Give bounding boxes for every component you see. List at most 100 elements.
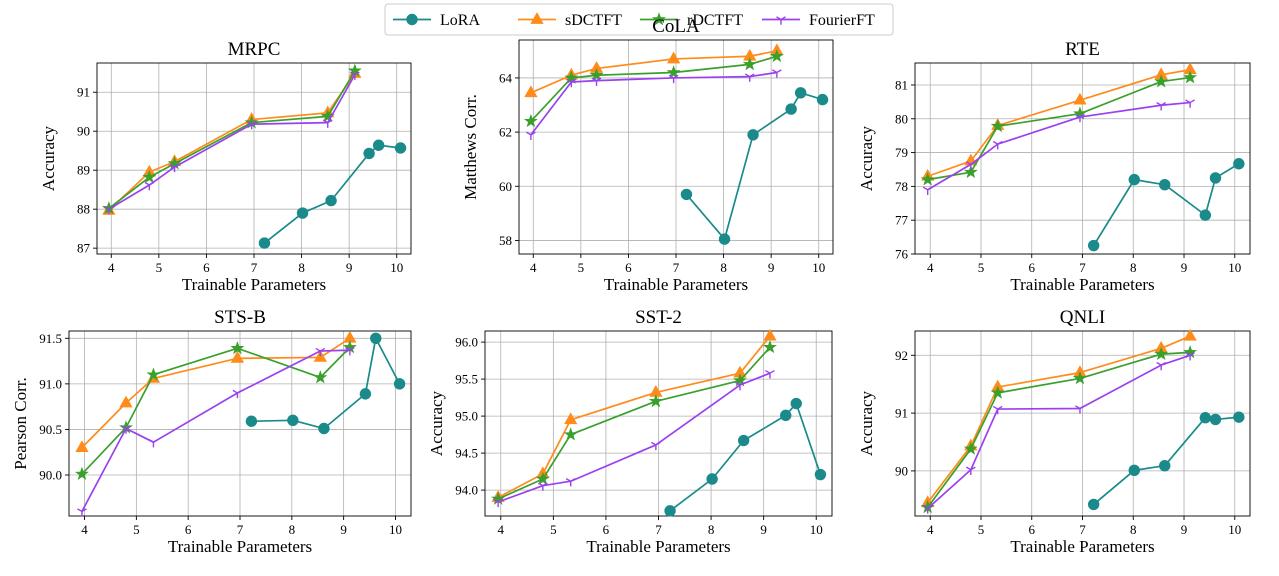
y-tick-label: 90 [895,463,908,478]
data-point-fourierft [992,140,1003,150]
x-tick-label: 6 [185,522,192,537]
data-point-lora [816,93,829,106]
data-point-lora [1209,172,1222,184]
data-point-lora [680,188,693,201]
data-point-fourierft [1156,361,1167,371]
data-point-fourierft [315,347,326,357]
series-line-sdctft [530,50,778,94]
x-tick-label: 5 [578,260,585,275]
x-tick-label: 9 [1181,522,1188,537]
x-tick-label: 7 [673,260,680,275]
data-point-fourierft [350,71,360,80]
y-tick-label: 95.0 [455,409,478,424]
y-tick-label: 62 [499,125,512,140]
data-point-lora [1233,411,1245,423]
data-point-rdctft [666,65,681,79]
legend-marker-lora [406,13,418,26]
y-tick-label: 95.5 [455,372,478,387]
series-line-fourierft [497,372,771,503]
y-tick-label: 78 [895,179,908,194]
grid-lines [915,331,1250,516]
data-point-lora [1128,464,1140,477]
grid-lines [485,331,832,516]
y-tick-label: 91 [77,85,90,100]
data-point-fourierft [772,69,782,78]
y-tick-label: 90 [77,124,90,139]
data-point-sdctft [666,51,681,64]
y-tick-label: 96.0 [455,335,478,350]
x-tick-label: 9 [340,522,347,537]
data-point-lora [1159,178,1171,191]
y-tick-label: 77 [895,213,909,228]
axes-frame [484,330,833,517]
data-point-rdctft [1154,74,1169,88]
x-tick-label: 8 [1130,522,1137,537]
data-point-rdctft [563,427,578,441]
series-line-sdctft [927,335,1191,504]
series-line-rdctft [927,351,1191,508]
series-lora [245,332,406,435]
y-tick-label: 88 [77,202,90,217]
series-lora [258,139,407,249]
series-rdctft [101,63,362,215]
data-point-fourierft [169,163,180,173]
legend-marker-fourierft [776,16,786,25]
data-point-lora [287,414,299,427]
series-line-fourierft [530,71,777,136]
series-line-fourierft [927,354,1191,510]
chart-title: QNLI [1060,307,1105,328]
chart-sst-2: 4 5 6 7 8 9 10 94.0 94.5 95.0 95.5 96.0 SST-2 Trainab… [427,307,833,556]
x-tick-label: 10 [1228,260,1241,275]
series-fourierft [922,352,1195,514]
data-point-lora [794,87,807,99]
chart-title: SST-2 [635,307,682,328]
data-point-fourierft [1185,99,1195,108]
data-point-lora [296,207,309,219]
y-tick-label: 90.0 [39,467,62,482]
data-point-fourierft [765,369,775,379]
series-line-lora [669,402,822,512]
data-point-rdctft [230,341,245,355]
y-tick-label: 94.5 [455,446,478,461]
data-point-rdctft [523,113,538,128]
x-tick-label: 10 [389,522,402,537]
data-point-rdctft [963,164,978,179]
data-point-fourierft [965,161,976,170]
data-point-fourierft [104,205,114,215]
data-point-lora [1087,498,1100,511]
series-lora [680,87,829,245]
data-point-lora [1128,173,1140,186]
data-point-fourierft [345,346,355,356]
data-point-rdctft [920,172,935,186]
grid-lines [97,63,411,254]
series-lora [1087,158,1245,252]
data-point-rdctft [589,67,604,82]
y-axis-label: Accuracy [427,390,446,456]
y-axis-label: Accuracy [857,390,876,456]
data-point-lora [245,415,258,427]
data-point-lora [1233,158,1245,170]
x-tick-label: 8 [298,260,305,275]
x-axis-label: Trainable Parameters [604,275,748,294]
data-point-lora [785,103,797,115]
axes-frame [68,330,412,517]
data-point-lora [372,139,385,151]
data-point-sdctft [1073,92,1087,105]
data-point-fourierft [1075,405,1085,414]
data-point-rdctft [648,394,663,408]
data-point-fourierft [1185,352,1195,361]
data-point-fourierft [148,438,159,448]
x-tick-label: 4 [927,522,934,537]
data-point-rdctft [1183,70,1198,84]
y-tick-label: 79 [895,145,908,160]
x-tick-label: 6 [603,522,610,537]
data-point-lora [258,237,271,249]
y-tick-label: 58 [499,233,512,248]
data-point-fourierft [232,389,243,399]
legend-item-sdctft: sDCTFT [518,12,622,29]
data-point-fourierft [1075,113,1085,123]
data-point-fourierft [322,119,333,128]
data-point-lora [790,397,802,410]
data-point-rdctft [142,169,157,184]
